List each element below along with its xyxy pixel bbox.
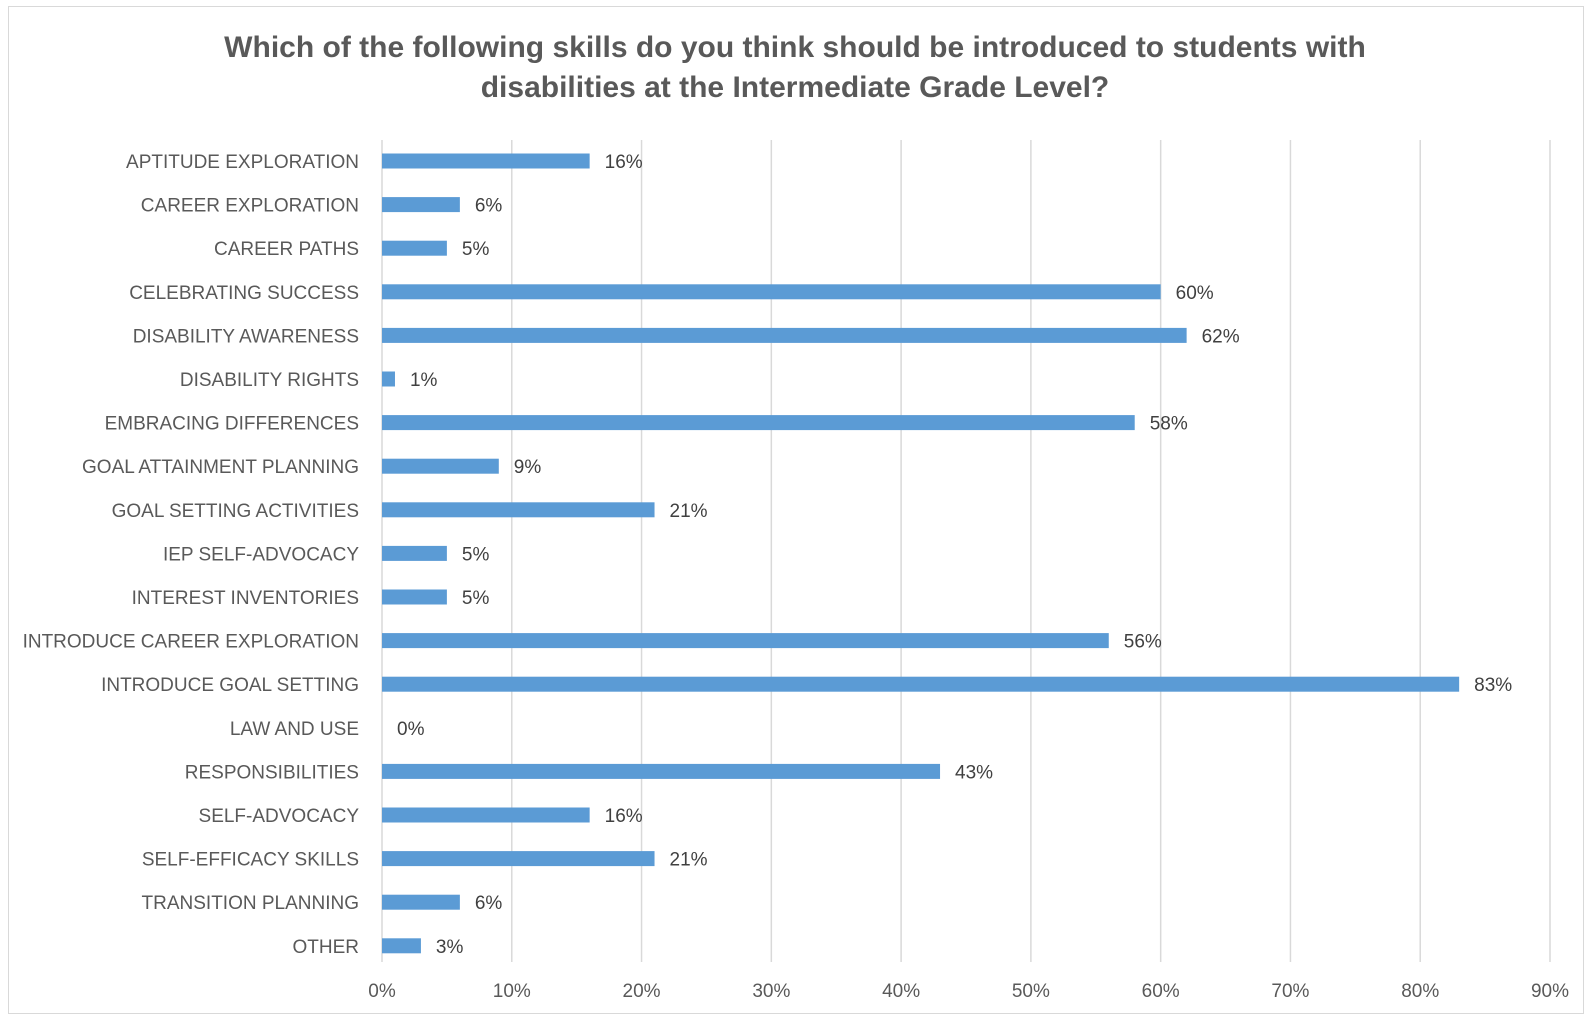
bar: [382, 851, 655, 867]
data-label: 5%: [462, 588, 490, 609]
data-label: 21%: [670, 850, 708, 871]
data-label: 1%: [410, 370, 438, 391]
bar: [382, 458, 499, 474]
x-tick-label: 10%: [493, 981, 531, 1002]
data-label: 16%: [605, 806, 643, 827]
category-label: LAW AND USE: [230, 719, 359, 740]
data-label: 0%: [397, 719, 425, 740]
category-label: DISABILITY RIGHTS: [180, 370, 359, 391]
category-label: APTITUDE EXPLORATION: [126, 152, 359, 173]
category-label: INTRODUCE GOAL SETTING: [101, 675, 359, 696]
bar: [382, 807, 590, 823]
category-label: CAREER PATHS: [214, 239, 359, 260]
bar: [382, 415, 1135, 431]
category-label: GOAL SETTING ACTIVITIES: [112, 501, 359, 522]
bar: [382, 502, 655, 518]
data-label: 3%: [436, 937, 464, 958]
data-label: 9%: [514, 457, 542, 478]
category-label: TRANSITION PLANNING: [142, 893, 359, 914]
category-label: EMBRACING DIFFERENCES: [105, 414, 359, 435]
x-tick-label: 70%: [1271, 981, 1309, 1002]
data-label: 43%: [955, 762, 993, 783]
bar: [382, 240, 447, 256]
bar: [382, 763, 941, 779]
category-label: GOAL ATTAINMENT PLANNING: [82, 457, 359, 478]
data-label: 58%: [1150, 414, 1188, 435]
x-tick-label: 80%: [1401, 981, 1439, 1002]
chart-title-line-1: Which of the following skills do you thi…: [224, 31, 1366, 64]
bars: [382, 153, 1460, 954]
bar: [382, 197, 460, 213]
x-tick-label: 60%: [1142, 981, 1180, 1002]
bar: [382, 589, 447, 605]
data-label: 83%: [1474, 675, 1512, 696]
data-label: 6%: [475, 893, 503, 914]
data-label: 21%: [670, 501, 708, 522]
x-tick-label: 0%: [368, 981, 396, 1002]
data-label: 62%: [1202, 326, 1240, 347]
bar: [382, 938, 421, 954]
x-tick-label: 50%: [1012, 981, 1050, 1002]
data-label: 5%: [462, 544, 490, 565]
bar: [382, 371, 395, 387]
data-label: 56%: [1124, 632, 1162, 653]
category-label: SELF-ADVOCACY: [199, 806, 360, 827]
chart-title-line-2: disabilities at the Intermediate Grade L…: [480, 71, 1110, 104]
category-label: RESPONSIBILITIES: [185, 762, 359, 783]
bar: [382, 284, 1161, 300]
bar: [382, 327, 1187, 343]
bar: [382, 153, 590, 169]
data-label: 16%: [605, 152, 643, 173]
category-label: OTHER: [293, 937, 360, 958]
x-tick-label: 30%: [752, 981, 790, 1002]
category-label: CAREER EXPLORATION: [141, 196, 359, 217]
chart-title: Which of the following skills do you thi…: [0, 28, 1590, 108]
x-tick-label: 20%: [623, 981, 661, 1002]
category-labels: APTITUDE EXPLORATION CAREER EXPLORATION CA…: [23, 152, 360, 958]
data-label: 60%: [1176, 283, 1214, 304]
value-labels: 16% 6% 5% 60% 62% 1% 58% 9% 21% 5% 5% 56% 83% 0% 43% 16…: [397, 152, 1512, 958]
x-tick-label: 90%: [1531, 981, 1569, 1002]
category-label: IEP SELF-ADVOCACY: [163, 544, 359, 565]
data-label: 6%: [475, 196, 503, 217]
bar: [382, 545, 447, 561]
category-label: INTRODUCE CAREER EXPLORATION: [23, 632, 359, 653]
gridlines: [381, 140, 1551, 962]
category-label: CELEBRATING SUCCESS: [129, 283, 359, 304]
x-axis-tick-labels: 0% 10% 20% 30% 40% 50% 60% 70% 80% 90%: [368, 981, 1569, 1002]
bar: [382, 676, 1460, 692]
x-tick-label: 40%: [882, 981, 920, 1002]
bar: [382, 894, 460, 910]
category-label: SELF-EFFICACY SKILLS: [142, 850, 359, 871]
bar: [382, 633, 1109, 649]
data-label: 5%: [462, 239, 490, 260]
category-label: DISABILITY AWARENESS: [133, 326, 359, 347]
category-label: INTEREST INVENTORIES: [132, 588, 359, 609]
chart-frame: [8, 6, 1584, 1014]
